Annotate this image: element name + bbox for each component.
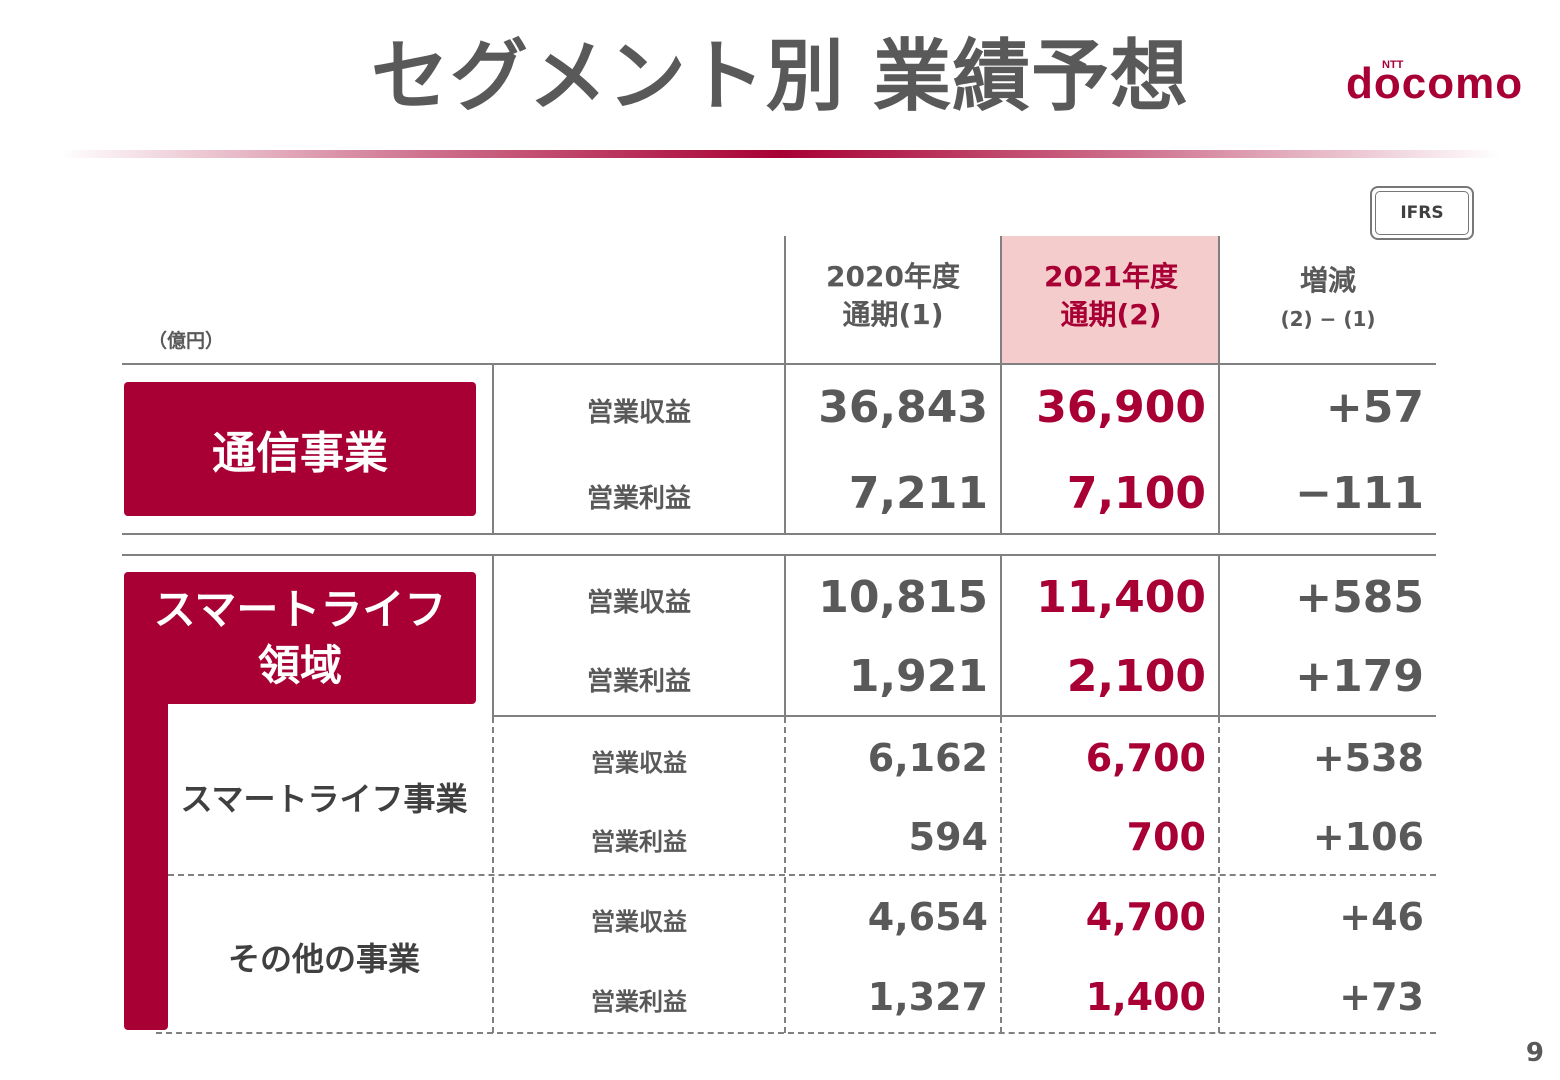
- metric-label: 営業利益: [591, 988, 687, 1016]
- header-current-year: 2021年度 通期(2): [1002, 258, 1220, 334]
- current-year-header-bg: [1002, 236, 1220, 364]
- header-prev-line2: 通期(1): [842, 298, 944, 331]
- value-prev: 36,843: [818, 382, 988, 433]
- value-change: +538: [1312, 736, 1424, 780]
- ifrs-badge: IFRS: [1370, 186, 1474, 240]
- grid-line: [784, 236, 786, 364]
- grid-line: [492, 556, 494, 716]
- metric-label: 営業収益: [586, 398, 691, 428]
- metric-label: 営業収益: [591, 908, 687, 936]
- header-diff-line1: 増減: [1299, 264, 1356, 297]
- grid-line: [1000, 364, 1002, 534]
- svg-text:docomo: docomo: [1346, 59, 1523, 106]
- value-change: −111: [1295, 468, 1424, 519]
- value-prev: 594: [908, 815, 988, 859]
- header-change: 増減 (2) − (1): [1220, 262, 1436, 338]
- header-cur-line2: 通期(2): [1060, 298, 1162, 331]
- value-current: 4,700: [1085, 895, 1206, 939]
- value-current: 36,900: [1036, 382, 1206, 433]
- segment-smartlife-label-2: 領域: [257, 641, 342, 690]
- value-prev: 1,921: [848, 651, 988, 702]
- value-change: +46: [1339, 895, 1424, 939]
- title-divider: [60, 150, 1500, 158]
- grid-line: [1000, 556, 1002, 716]
- metric-label: 営業利益: [591, 828, 687, 856]
- grid-line: [1218, 236, 1220, 364]
- value-prev: 4,654: [867, 895, 988, 939]
- unit-label: （億円）: [148, 330, 225, 352]
- grid-line: [492, 364, 494, 534]
- value-change: +585: [1295, 572, 1424, 623]
- value-prev: 6,162: [867, 736, 988, 780]
- grid-line: [1218, 364, 1220, 534]
- grid-line: [122, 533, 1436, 535]
- value-current: 700: [1126, 815, 1206, 859]
- segment-smartlife-business: スマートライフ事業: [180, 780, 468, 818]
- value-change: +57: [1325, 382, 1424, 433]
- value-change: +179: [1295, 651, 1424, 702]
- segment-smartlife-label-1: スマートライフ: [153, 585, 447, 634]
- value-current: 1,400: [1085, 975, 1206, 1019]
- value-change: +73: [1339, 975, 1424, 1019]
- value-prev: 7,211: [848, 468, 988, 519]
- page-number: 9: [1525, 1038, 1544, 1068]
- grid-line: [1000, 236, 1002, 364]
- segment-other-business: その他の事業: [227, 940, 420, 978]
- value-prev: 1,327: [867, 975, 988, 1019]
- header-cur-line1: 2021年度: [1044, 260, 1178, 293]
- value-current: 2,100: [1066, 651, 1206, 702]
- value-prev: 10,815: [818, 572, 988, 623]
- grid-line: [122, 554, 1436, 556]
- grid-line: [122, 363, 1436, 365]
- value-current: 11,400: [1036, 572, 1206, 623]
- metric-label: 営業利益: [586, 667, 691, 697]
- header-diff-line2: (2) − (1): [1280, 307, 1376, 331]
- grid-line: [168, 874, 1436, 876]
- grid-line: [784, 364, 786, 534]
- svg-text:NTT: NTT: [1382, 59, 1404, 71]
- metric-label: 営業収益: [591, 749, 687, 777]
- value-current: 7,100: [1066, 468, 1206, 519]
- docomo-logo: NTT docomo: [1346, 59, 1523, 106]
- grid-line: [1218, 556, 1220, 716]
- page-title: セグメント別 業績予想: [370, 32, 1190, 122]
- metric-label: 営業収益: [586, 588, 691, 618]
- grid-line: [492, 715, 1436, 717]
- grid-line: [784, 556, 786, 716]
- segment-telecom: 通信事業: [124, 382, 476, 516]
- segment-smartlife: スマートライフ 領域: [124, 572, 476, 704]
- value-change: +106: [1312, 815, 1424, 859]
- header-prev-year: 2020年度 通期(1): [786, 258, 1000, 334]
- metric-label: 営業利益: [586, 484, 691, 514]
- grid-line: [156, 1032, 1436, 1034]
- ifrs-label: IFRS: [1400, 203, 1444, 223]
- segment-telecom-label: 通信事業: [212, 428, 388, 479]
- value-current: 6,700: [1085, 736, 1206, 780]
- segment-smartlife-bracket: [124, 700, 168, 1030]
- header-prev-line1: 2020年度: [826, 260, 960, 293]
